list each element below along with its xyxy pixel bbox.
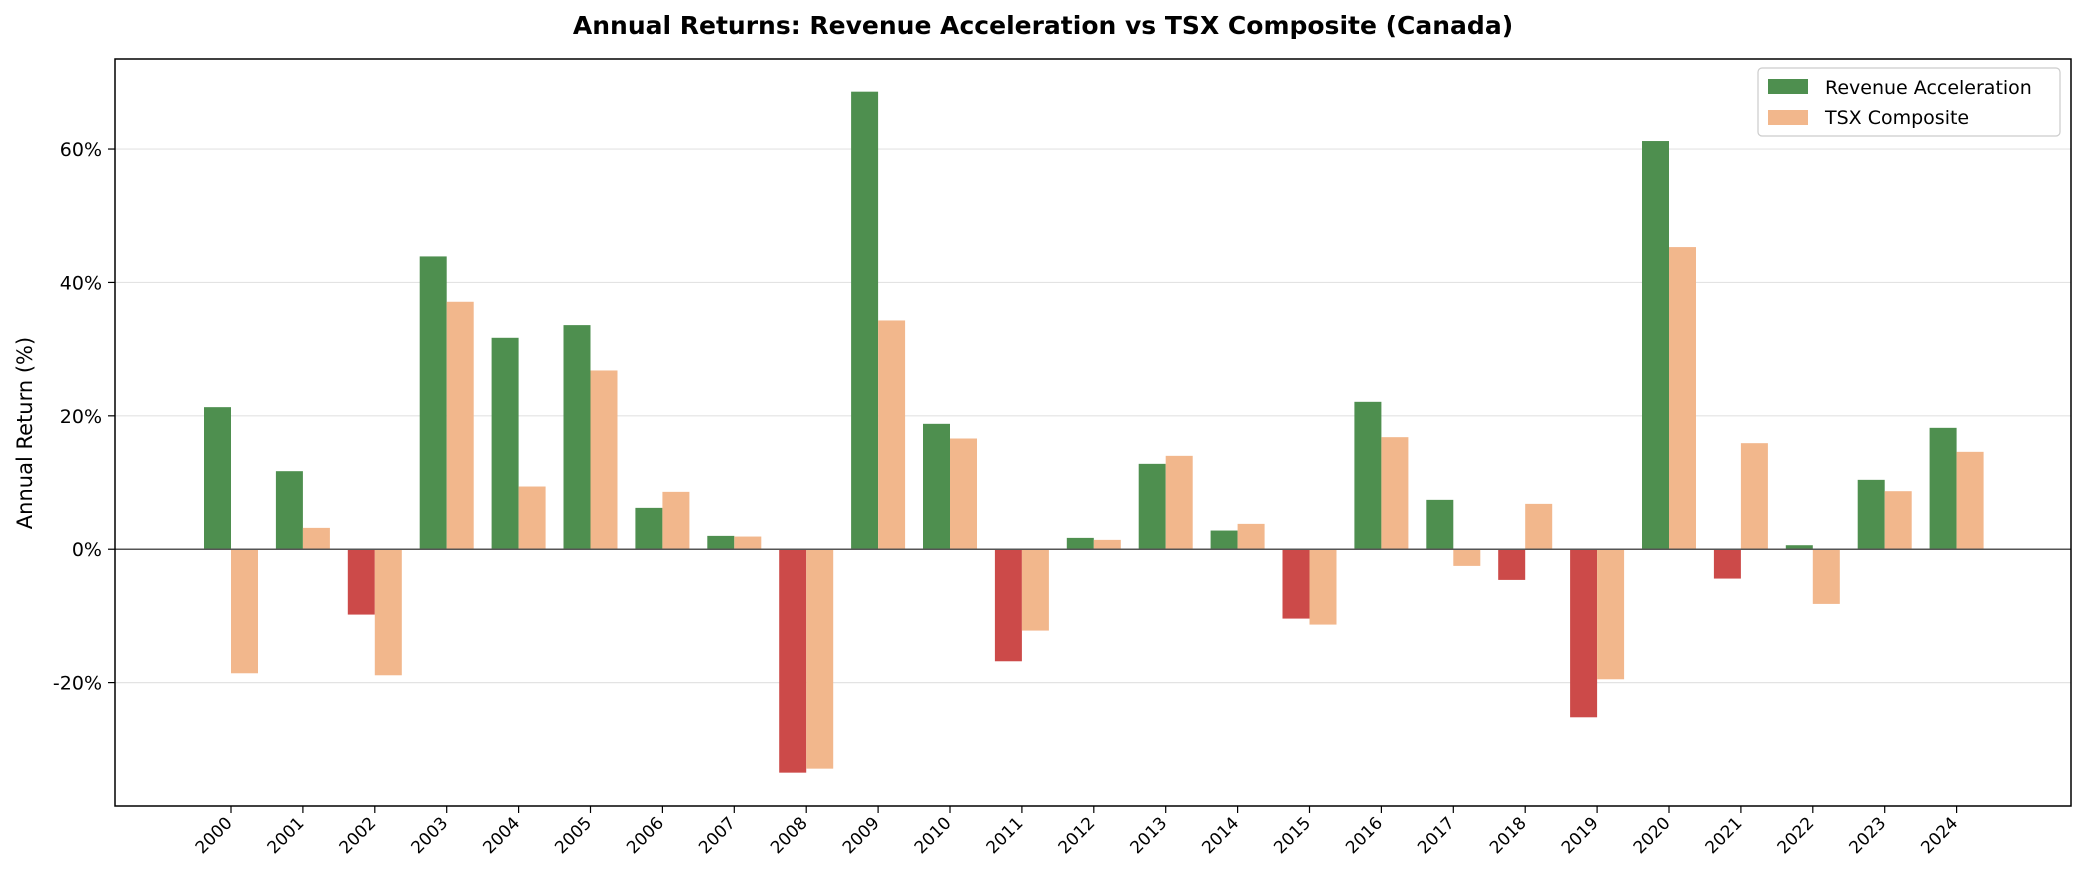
bar-revenue-acceleration-2013 <box>1138 463 1166 550</box>
y-tick-label: -20% <box>53 673 102 695</box>
bar-revenue-acceleration-2006 <box>635 507 663 550</box>
legend-label-revenue-acceleration: Revenue Acceleration <box>1825 77 2032 99</box>
bar-revenue-acceleration-2015 <box>1282 549 1310 619</box>
bar-revenue-acceleration-2001 <box>275 471 303 550</box>
x-tick-label: 2008 <box>767 813 812 858</box>
y-tick-label: 0% <box>72 539 102 561</box>
x-tick-label: 2015 <box>1270 813 1315 858</box>
chart-title: Annual Returns: Revenue Acceleration vs … <box>573 11 1513 40</box>
bar-revenue-acceleration-2012 <box>1066 537 1094 550</box>
bar-tsx-composite-2021 <box>1740 443 1768 550</box>
x-tick-label: 2005 <box>551 813 596 858</box>
bar-revenue-acceleration-2007 <box>707 535 735 550</box>
bar-tsx-composite-2022 <box>1812 549 1840 604</box>
bar-tsx-composite-2007 <box>734 536 762 550</box>
bar-revenue-acceleration-2014 <box>1210 530 1238 550</box>
y-tick-label: 20% <box>60 406 102 428</box>
bar-tsx-composite-2016 <box>1381 437 1409 550</box>
bar-tsx-composite-2010 <box>950 438 977 550</box>
x-tick-label: 2013 <box>1126 813 1171 858</box>
x-tick-label: 2023 <box>1845 813 1890 858</box>
bar-revenue-acceleration-2000 <box>204 407 231 550</box>
bar-revenue-acceleration-2019 <box>1570 549 1598 718</box>
legend-box <box>1757 67 2061 137</box>
bar-revenue-acceleration-2004 <box>491 337 519 550</box>
bar-tsx-composite-2017 <box>1453 549 1481 566</box>
x-tick-label: 2011 <box>983 813 1028 858</box>
x-tick-label: 2017 <box>1414 813 1459 858</box>
legend-swatch-revenue-acceleration <box>1768 79 1808 94</box>
x-tick-label: 2001 <box>264 813 309 858</box>
x-tick-label: 2002 <box>336 813 381 858</box>
plot-frame <box>114 58 2072 807</box>
bars <box>204 91 1984 773</box>
bar-tsx-composite-2019 <box>1597 549 1625 680</box>
bar-revenue-acceleration-2018 <box>1498 549 1526 580</box>
x-tick-label: 2020 <box>1630 813 1675 858</box>
x-tick-label: 2021 <box>1702 813 1747 858</box>
bar-revenue-acceleration-2017 <box>1426 499 1454 550</box>
bar-revenue-acceleration-2009 <box>851 91 879 550</box>
gridlines <box>115 148 2071 684</box>
bar-tsx-composite-2015 <box>1309 549 1337 625</box>
bar-tsx-composite-2006 <box>662 491 690 550</box>
x-tick-label: 2000 <box>192 813 237 858</box>
bar-revenue-acceleration-2002 <box>347 549 375 615</box>
x-axis-ticks: 2000 2001 2002 2003 2004 2005 2006 2007 2008 2009… <box>192 806 1962 858</box>
bar-revenue-acceleration-2016 <box>1354 401 1382 550</box>
bar-revenue-acceleration-2010 <box>923 423 950 550</box>
y-axis-label: Annual Return (%) <box>13 337 37 529</box>
bar-tsx-composite-2004 <box>518 486 546 550</box>
bar-revenue-acceleration-2008 <box>779 549 807 773</box>
y-axis-ticks: -20% 0% 20% 40% 60% <box>53 139 115 695</box>
legend-swatch-tsx-composite <box>1768 110 1808 125</box>
bar-tsx-composite-2014 <box>1237 523 1265 550</box>
bar-revenue-acceleration-2005 <box>563 325 591 550</box>
x-tick-label: 2014 <box>1198 813 1243 858</box>
x-tick-label: 2022 <box>1774 813 1819 858</box>
x-tick-label: 2010 <box>911 813 956 858</box>
bar-tsx-composite-2018 <box>1525 503 1553 550</box>
bar-revenue-acceleration-2011 <box>994 549 1022 662</box>
bar-tsx-composite-2024 <box>1956 451 1984 550</box>
bar-tsx-composite-2012 <box>1093 539 1121 550</box>
bar-tsx-composite-2013 <box>1165 455 1193 550</box>
x-tick-label: 2024 <box>1917 813 1962 858</box>
bar-tsx-composite-2001 <box>302 527 330 550</box>
y-tick-label: 40% <box>60 272 102 294</box>
bar-revenue-acceleration-2023 <box>1857 479 1885 550</box>
bar-revenue-acceleration-2003 <box>419 256 447 550</box>
legend: Revenue Acceleration TSX Composite <box>1757 67 2061 137</box>
bar-tsx-composite-2005 <box>590 370 618 550</box>
y-tick-label: 60% <box>60 139 102 161</box>
x-tick-label: 2016 <box>1342 813 1387 858</box>
x-tick-label: 2019 <box>1558 813 1603 858</box>
x-tick-label: 2012 <box>1055 813 1100 858</box>
bar-revenue-acceleration-2022 <box>1785 545 1813 550</box>
x-tick-label: 2009 <box>839 813 884 858</box>
x-tick-label: 2003 <box>408 813 453 858</box>
bar-tsx-composite-2003 <box>446 301 474 550</box>
x-tick-label: 2006 <box>623 813 668 858</box>
bar-tsx-composite-2020 <box>1669 247 1696 550</box>
legend-label-tsx-composite: TSX Composite <box>1824 107 1969 129</box>
bar-revenue-acceleration-2024 <box>1929 427 1957 550</box>
bar-revenue-acceleration-2021 <box>1713 549 1741 579</box>
x-tick-label: 2004 <box>479 813 524 858</box>
bar-tsx-composite-2009 <box>878 320 906 550</box>
bar-tsx-composite-2008 <box>806 549 834 769</box>
bar-tsx-composite-2000 <box>231 549 258 674</box>
bar-tsx-composite-2002 <box>374 549 402 676</box>
bar-tsx-composite-2011 <box>1021 549 1049 631</box>
x-tick-label: 2018 <box>1486 813 1531 858</box>
bar-tsx-composite-2023 <box>1884 491 1912 550</box>
x-tick-label: 2007 <box>695 813 740 858</box>
bar-revenue-acceleration-2020 <box>1642 141 1669 550</box>
